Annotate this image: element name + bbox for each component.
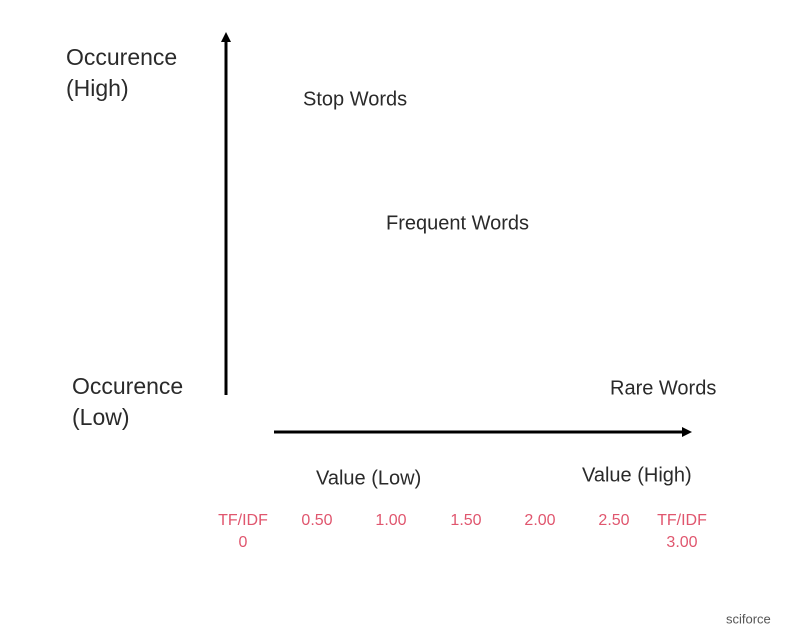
x-low-label: Value (Low): [316, 467, 421, 489]
scale-label: 0: [239, 534, 248, 551]
region-label: Frequent Words: [386, 212, 529, 234]
scale-label: TF/IDF: [218, 512, 268, 529]
scale: TF/IDF 0 0.50 1.00 1.50 2.00 2.50 TF/IDF 3.00: [218, 512, 707, 551]
y-low-label: (Low): [72, 404, 130, 430]
y-high-label: Occurence: [66, 44, 177, 70]
region-label: Rare Words: [610, 377, 716, 399]
logo: sciforce: [726, 611, 771, 626]
region-label: Stop Words: [303, 88, 407, 110]
y-high-label: (High): [66, 75, 129, 101]
scale-label: 1.50: [450, 512, 481, 529]
y-low-label: Occurence: [72, 373, 183, 399]
scale-label: 2.50: [598, 512, 629, 529]
scale-label: 1.00: [375, 512, 406, 529]
scale-label: 2.00: [524, 512, 555, 529]
scale-label: 3.00: [666, 534, 697, 551]
x-high-label: Value (High): [582, 464, 692, 486]
scale-label: 0.50: [301, 512, 332, 529]
scale-label: TF/IDF: [657, 512, 707, 529]
